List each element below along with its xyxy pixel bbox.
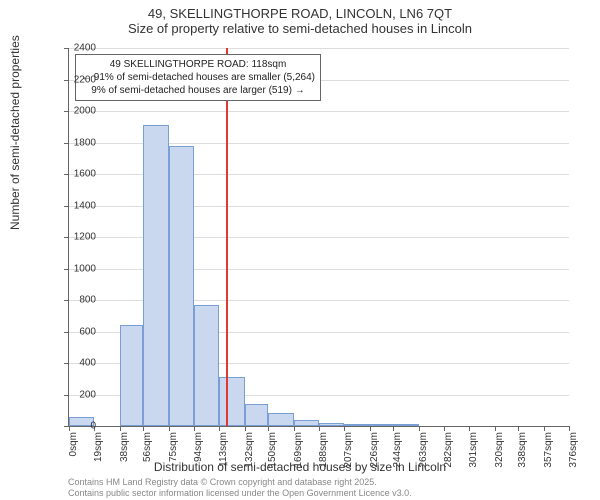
x-tick-label: 207sqm	[343, 432, 354, 472]
y-tick-label: 1600	[66, 169, 96, 180]
chart-container: 49, SKELLINGTHORPE ROAD, LINCOLN, LN6 7Q…	[0, 0, 600, 500]
x-tick-mark	[495, 426, 496, 431]
x-tick-label: 38sqm	[119, 432, 130, 472]
x-tick-label: 320sqm	[494, 432, 505, 472]
x-tick-label: 338sqm	[517, 432, 528, 472]
chart-title-block: 49, SKELLINGTHORPE ROAD, LINCOLN, LN6 7Q…	[0, 0, 600, 36]
histogram-bar	[169, 146, 194, 426]
histogram-bar	[393, 424, 418, 426]
annotation-line3: 9% of semi-detached houses are larger (5…	[81, 84, 315, 97]
grid-line	[69, 111, 569, 112]
y-tick-label: 2000	[66, 106, 96, 117]
x-tick-label: 94sqm	[193, 432, 204, 472]
histogram-bar	[319, 423, 344, 426]
x-tick-label: 263sqm	[418, 432, 429, 472]
y-tick-label: 2400	[66, 43, 96, 54]
histogram-bar	[219, 377, 244, 426]
histogram-bar	[245, 404, 269, 426]
chart-title-main: 49, SKELLINGTHORPE ROAD, LINCOLN, LN6 7Q…	[0, 6, 600, 21]
x-tick-label: 244sqm	[392, 432, 403, 472]
x-tick-label: 376sqm	[568, 432, 579, 472]
y-tick-label: 2200	[66, 74, 96, 85]
x-tick-mark	[219, 426, 220, 431]
y-tick-label: 200	[66, 389, 96, 400]
x-tick-label: 301sqm	[468, 432, 479, 472]
y-tick-label: 400	[66, 358, 96, 369]
annotation-box: 49 SKELLINGTHORPE ROAD: 118sqm ← 91% of …	[75, 54, 321, 101]
annotation-line2: ← 91% of semi-detached houses are smalle…	[81, 71, 315, 84]
y-tick-label: 800	[66, 295, 96, 306]
annotation-line1: 49 SKELLINGTHORPE ROAD: 118sqm	[81, 58, 315, 71]
x-tick-mark	[120, 426, 121, 431]
histogram-bar	[294, 420, 319, 426]
x-tick-mark	[319, 426, 320, 431]
x-tick-mark	[194, 426, 195, 431]
y-tick-label: 1200	[66, 232, 96, 243]
histogram-bar	[143, 125, 168, 426]
marker-line	[226, 48, 228, 426]
x-tick-label: 75sqm	[168, 432, 179, 472]
chart-title-sub: Size of property relative to semi-detach…	[0, 21, 600, 36]
histogram-bar	[194, 305, 219, 426]
x-tick-mark	[444, 426, 445, 431]
histogram-bar	[120, 325, 144, 426]
x-tick-label: 226sqm	[369, 432, 380, 472]
x-tick-mark	[294, 426, 295, 431]
histogram-bar	[370, 424, 394, 426]
y-tick-label: 600	[66, 326, 96, 337]
x-tick-label: 169sqm	[293, 432, 304, 472]
x-tick-mark	[544, 426, 545, 431]
footer-line1: Contains HM Land Registry data © Crown c…	[68, 477, 412, 487]
x-tick-mark	[344, 426, 345, 431]
x-tick-label: 0sqm	[68, 432, 79, 472]
x-tick-mark	[370, 426, 371, 431]
histogram-bar	[344, 424, 369, 426]
histogram-bar	[268, 413, 293, 426]
x-tick-label: 282sqm	[443, 432, 454, 472]
x-tick-mark	[268, 426, 269, 431]
y-tick-label: 0	[66, 421, 96, 432]
x-tick-label: 150sqm	[267, 432, 278, 472]
x-tick-label: 113sqm	[218, 432, 229, 472]
y-tick-label: 1400	[66, 200, 96, 211]
y-tick-label: 1800	[66, 137, 96, 148]
x-tick-label: 188sqm	[318, 432, 329, 472]
x-tick-mark	[393, 426, 394, 431]
x-tick-mark	[469, 426, 470, 431]
x-tick-mark	[245, 426, 246, 431]
x-tick-mark	[569, 426, 570, 431]
x-tick-label: 56sqm	[142, 432, 153, 472]
chart-footer: Contains HM Land Registry data © Crown c…	[68, 477, 412, 498]
footer-line2: Contains public sector information licen…	[68, 488, 412, 498]
y-axis-label: Number of semi-detached properties	[8, 35, 22, 230]
x-tick-label: 132sqm	[244, 432, 255, 472]
x-tick-mark	[169, 426, 170, 431]
x-tick-label: 357sqm	[543, 432, 554, 472]
x-tick-mark	[143, 426, 144, 431]
x-tick-label: 19sqm	[93, 432, 104, 472]
y-tick-label: 1000	[66, 263, 96, 274]
x-tick-mark	[518, 426, 519, 431]
x-tick-mark	[419, 426, 420, 431]
plot-area: 49 SKELLINGTHORPE ROAD: 118sqm ← 91% of …	[68, 48, 569, 427]
grid-line	[69, 48, 569, 49]
